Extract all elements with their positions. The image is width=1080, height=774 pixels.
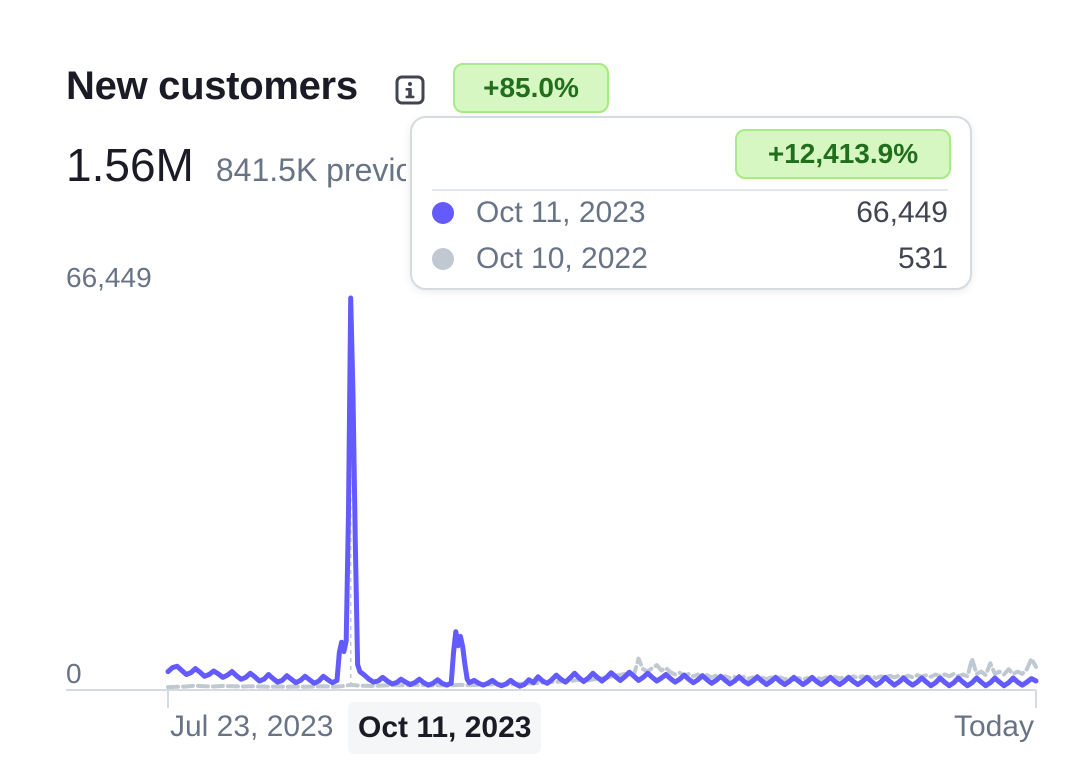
current-series-line bbox=[165, 295, 1039, 689]
value-row: 1.56M 841.5K previous period bbox=[66, 138, 406, 194]
tooltip-divider bbox=[432, 189, 948, 191]
tooltip-date-current: Oct 11, 2023 bbox=[476, 196, 646, 229]
tooltip-date-previous: Oct 10, 2022 bbox=[476, 242, 648, 275]
tooltip: +12,413.9% Oct 11, 2023 66,449 Oct 10, 2… bbox=[410, 116, 972, 290]
tooltip-value-current: 66,449 bbox=[856, 196, 948, 229]
chart-title: New customers bbox=[66, 64, 358, 108]
tooltip-change-badge: +12,413.9% bbox=[735, 129, 951, 179]
previous-value: 841.5K previous period bbox=[215, 152, 406, 188]
tooltip-value-previous: 531 bbox=[897, 242, 948, 275]
total-value: 1.56M bbox=[66, 139, 194, 191]
current-series-dot-icon bbox=[432, 202, 454, 224]
tooltip-row-previous: Oct 10, 2022 531 bbox=[432, 239, 948, 279]
x-label-active: Oct 11, 2023 bbox=[348, 702, 542, 754]
info-icon[interactable] bbox=[394, 74, 426, 106]
tooltip-row-current: Oct 11, 2023 66,449 bbox=[432, 193, 948, 233]
change-badge: +85.0% bbox=[453, 63, 609, 113]
y-tick-max: 66,449 bbox=[66, 262, 152, 293]
y-tick-min: 0 bbox=[66, 658, 82, 689]
series-layer bbox=[165, 295, 1039, 690]
x-label-end: Today bbox=[953, 710, 1034, 743]
previous-series-line bbox=[166, 656, 1038, 690]
x-label-start: Jul 23, 2023 bbox=[170, 710, 334, 743]
previous-series-dot-icon bbox=[432, 248, 454, 270]
